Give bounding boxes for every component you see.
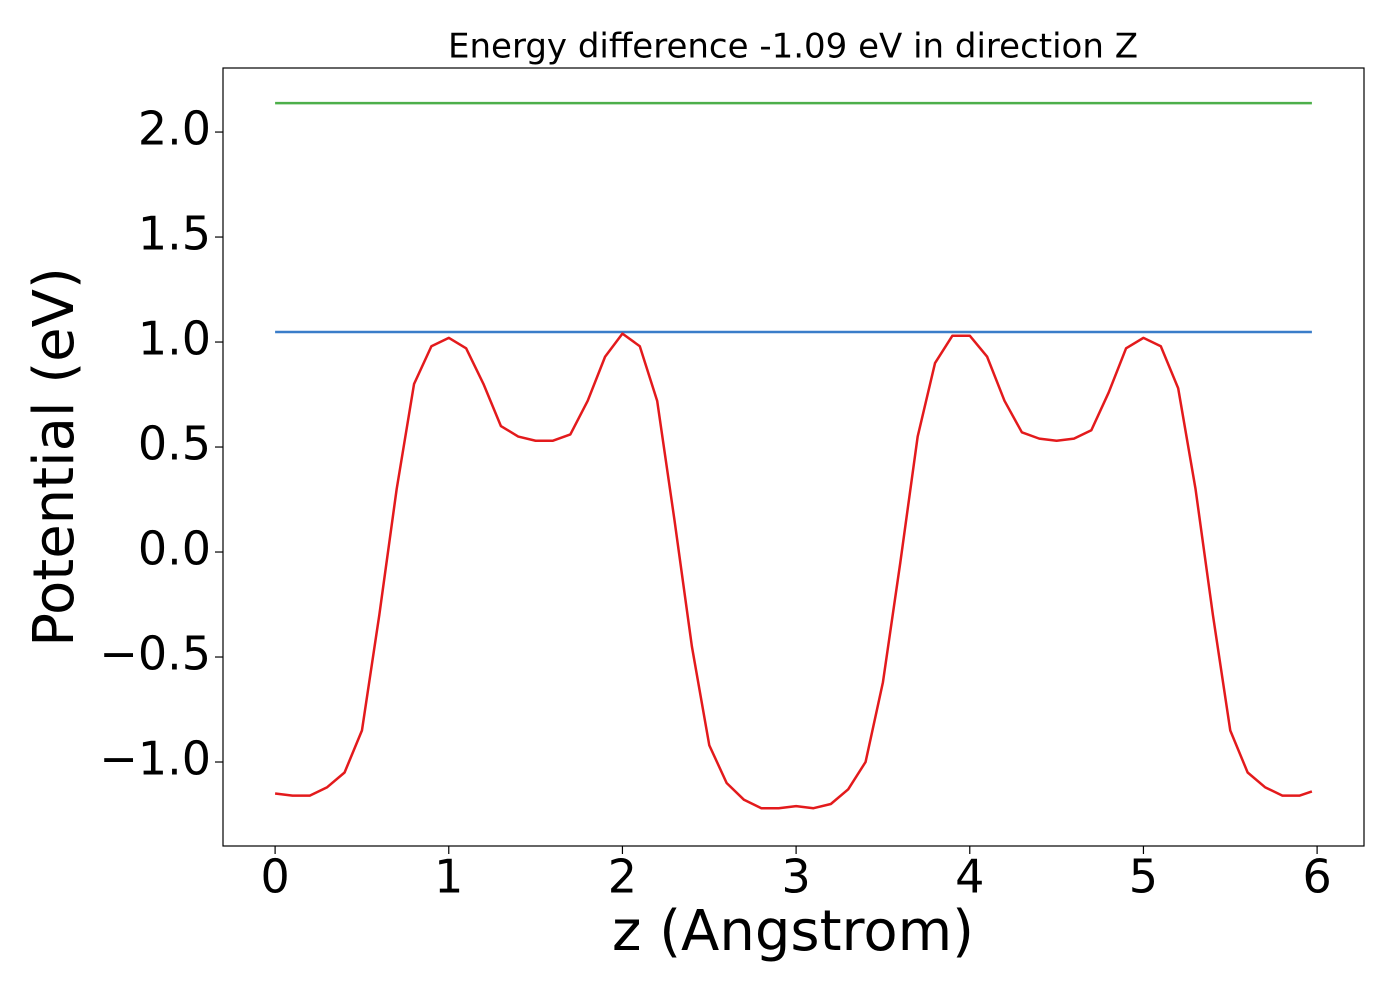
- x-tick-label: 6: [1302, 850, 1331, 904]
- x-tick-label: 5: [1129, 850, 1158, 904]
- y-tick-label: 1.5: [138, 207, 211, 261]
- x-tick-label: 4: [955, 850, 984, 904]
- plot-frame: [222, 67, 1365, 847]
- y-axis-label: Potential (eV): [22, 267, 87, 647]
- y-tick-label: −1.0: [99, 732, 211, 786]
- x-axis-label: z (Angstrom): [612, 899, 974, 964]
- y-tick-label: 0.0: [138, 522, 211, 576]
- y-tick-label: −0.5: [99, 627, 211, 681]
- x-tick-label: 2: [608, 850, 637, 904]
- data-line: [274, 332, 1313, 810]
- chart-title: Energy difference -1.09 eV in direction …: [448, 27, 1138, 67]
- x-tick-label: 0: [260, 850, 289, 904]
- x-tick-label: 3: [781, 850, 810, 904]
- y-tick-label: 0.5: [138, 417, 211, 471]
- y-tick-label: 2.0: [138, 102, 211, 156]
- x-tick-label: 1: [434, 850, 463, 904]
- y-tick-label: 1.0: [138, 312, 211, 366]
